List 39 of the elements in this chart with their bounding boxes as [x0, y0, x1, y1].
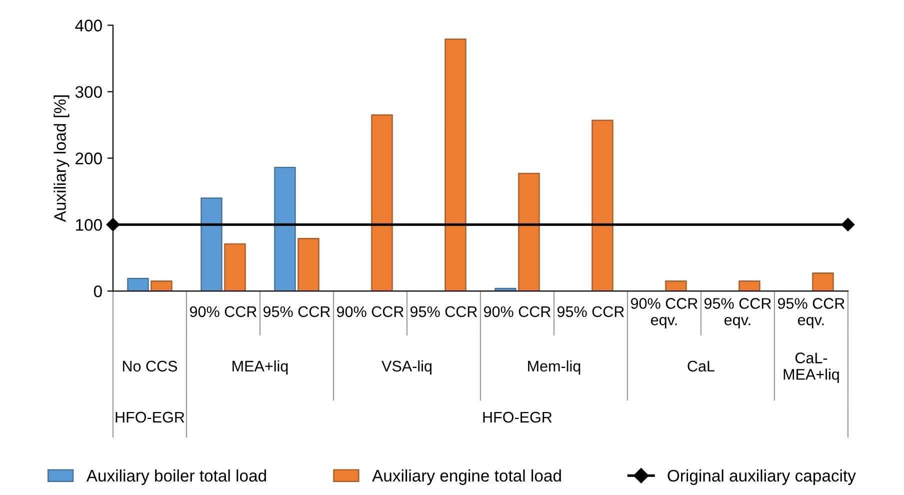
- x-tick-label: 95% CCR: [263, 306, 330, 318]
- bar: [444, 38, 466, 292]
- x-tick-label: 95% CCR eqv.: [778, 298, 844, 328]
- bar: [150, 280, 172, 292]
- legend-label: Auxiliary boiler total load: [86, 469, 266, 485]
- bar: [298, 238, 320, 292]
- bar: [738, 280, 760, 292]
- text: HFO-EGR: [116, 412, 184, 423]
- x-tick-label: 90% CCR: [484, 306, 550, 318]
- bar: [518, 172, 540, 292]
- text: CaL: [688, 360, 714, 372]
- bar: [224, 243, 246, 292]
- y-tick-label: 100: [76, 219, 102, 231]
- bar: [200, 197, 222, 292]
- legend-label: Auxiliary engine total load: [372, 469, 561, 485]
- text: HFO-EGR: [483, 412, 552, 423]
- bar: [274, 166, 296, 292]
- bar: [371, 114, 393, 292]
- text: Mem-liq: [528, 360, 580, 375]
- x-tick-label: 95% CCR eqv.: [704, 298, 771, 328]
- y-axis-title: Auxiliary load [%]: [54, 95, 70, 222]
- y-tick-label: 300: [75, 86, 102, 98]
- bar: [812, 272, 834, 292]
- x-tick-label: 90% CCR: [336, 306, 404, 318]
- y-tick-label: 0: [94, 285, 102, 298]
- bar: [665, 280, 687, 292]
- text: No CCS: [122, 360, 178, 372]
- x-tick-label: 95% CCR: [557, 306, 624, 318]
- text: VSA-liq: [382, 360, 432, 375]
- legend-label: Original auxiliary capacity: [668, 469, 856, 485]
- x-tick-label: 90% CCR: [190, 306, 256, 318]
- y-tick-label: 200: [76, 152, 102, 164]
- x-tick-label: 95% CCR: [410, 306, 477, 318]
- bar: [127, 278, 149, 292]
- text: CaL- MEA+liq: [784, 352, 839, 383]
- x-tick-label: 90% CCR eqv.: [630, 298, 698, 328]
- bar: [592, 120, 614, 292]
- y-tick-label: 400: [75, 20, 102, 32]
- text: MEA+liq: [232, 360, 288, 375]
